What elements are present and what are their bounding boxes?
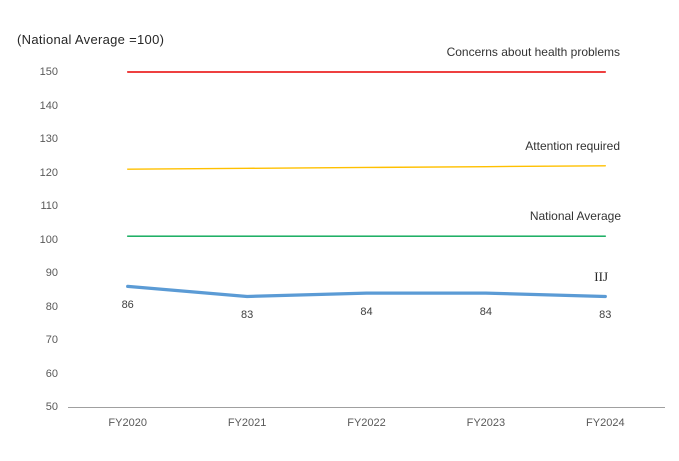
series-label-attention-required: Attention required	[525, 139, 620, 153]
y-tick-label: 120	[39, 166, 58, 179]
y-tick-label: 150	[39, 66, 58, 78]
y-tick-label: 70	[45, 334, 58, 346]
chart-title: (National Average =100)	[17, 32, 165, 47]
x-tick-label: FY2020	[108, 417, 147, 429]
data-label: 83	[240, 309, 254, 322]
data-label: 84	[479, 306, 493, 319]
y-tick-label: 80	[45, 300, 58, 313]
y-tick-label: 140	[39, 99, 58, 112]
data-label: 84	[360, 306, 373, 319]
y-tick-label: 90	[45, 267, 58, 279]
x-axis-line	[68, 407, 665, 408]
y-tick-label: 130	[39, 133, 58, 145]
series-line	[126, 284, 607, 299]
x-tick-label: FY2024	[586, 417, 625, 429]
y-tick-label: 100	[39, 233, 58, 246]
x-tick-label: FY2021	[227, 417, 267, 429]
x-tick-label: FY2022	[347, 417, 386, 429]
y-tick-label: 110	[40, 200, 58, 212]
data-label: 83	[599, 309, 612, 322]
x-tick-label: FY2023	[466, 417, 506, 429]
series-label-concerns: Concerns about health problems	[446, 45, 620, 59]
series-line	[126, 165, 606, 170]
y-tick-label: 60	[45, 367, 58, 380]
series-label-iij: IIJ	[594, 269, 608, 284]
series-label-national-average: National Average	[529, 209, 621, 223]
data-label: 86	[121, 299, 134, 312]
y-tick-label: 50	[45, 401, 58, 413]
